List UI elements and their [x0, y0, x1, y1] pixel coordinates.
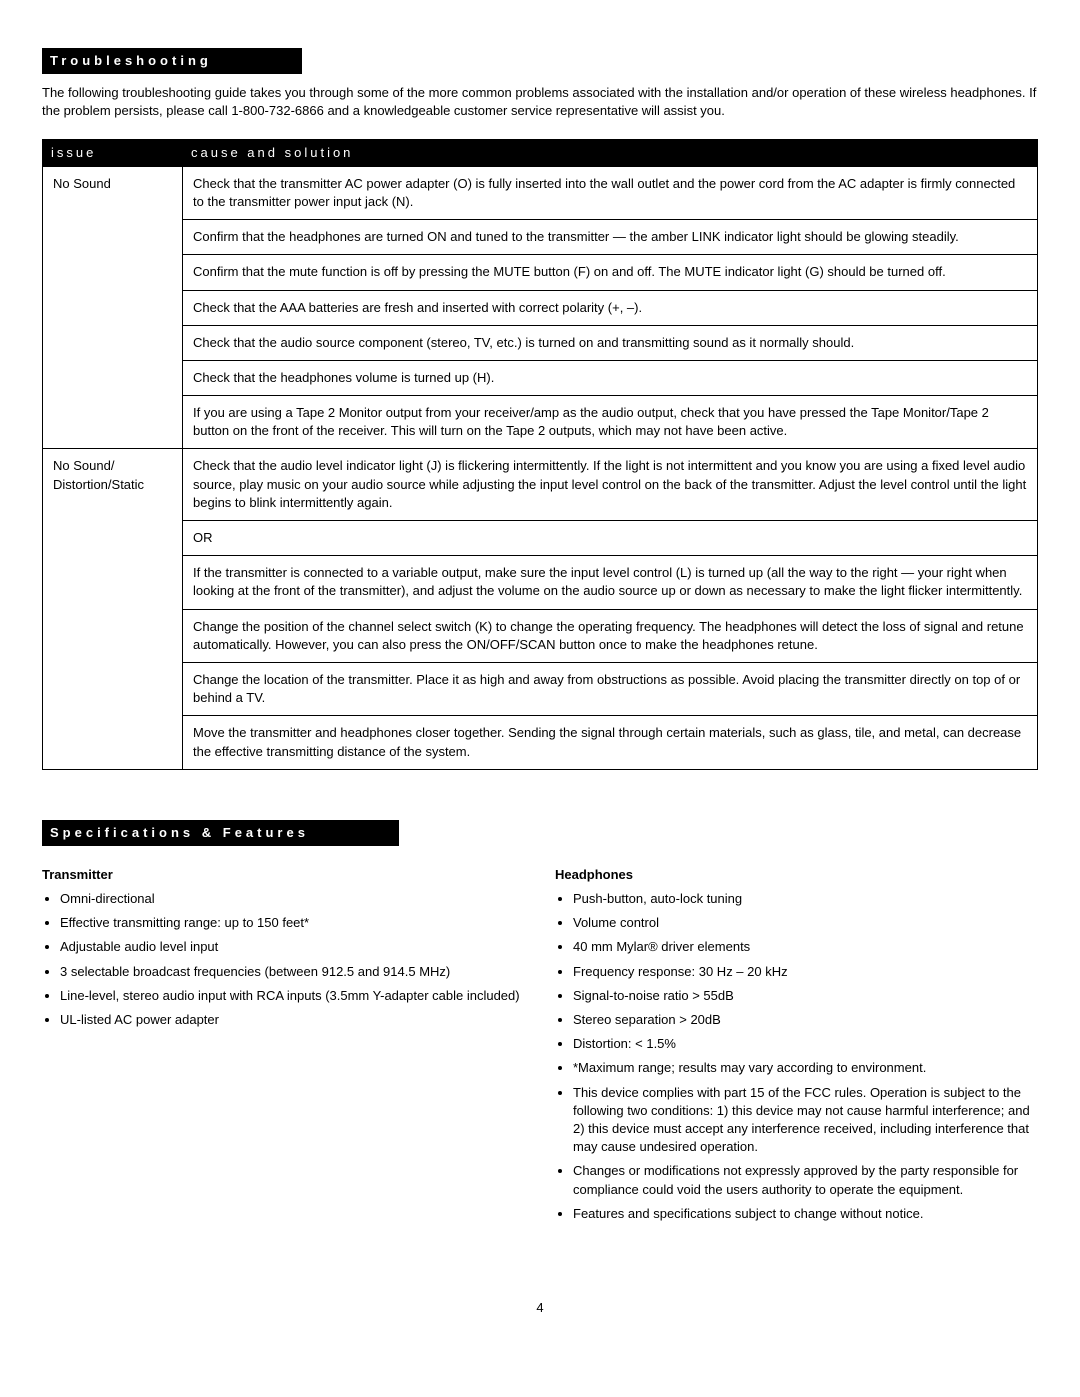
solution-cell: Confirm that the mute function is off by… [183, 255, 1038, 290]
list-item: Push-button, auto-lock tuning [573, 890, 1038, 908]
list-item: Features and specifications subject to c… [573, 1205, 1038, 1223]
solution-cell: Check that the AAA batteries are fresh a… [183, 290, 1038, 325]
list-item: 3 selectable broadcast frequencies (betw… [60, 963, 525, 981]
transmitter-col: Transmitter Omni-directional Effective t… [42, 856, 525, 1229]
list-item: Volume control [573, 914, 1038, 932]
transmitter-list: Omni-directional Effective transmitting … [42, 890, 525, 1029]
list-item: UL-listed AC power adapter [60, 1011, 525, 1029]
solution-cell: If the transmitter is connected to a var… [183, 556, 1038, 609]
col-issue: issue [43, 139, 183, 166]
solution-cell: Check that the audio level indicator lig… [183, 449, 1038, 521]
troubleshooting-intro: The following troubleshooting guide take… [42, 84, 1038, 120]
list-item: Distortion: < 1.5% [573, 1035, 1038, 1053]
troubleshooting-header: Troubleshooting [42, 48, 302, 74]
headphones-col: Headphones Push-button, auto-lock tuning… [555, 856, 1038, 1229]
list-item: Signal-to-noise ratio > 55dB [573, 987, 1038, 1005]
headphones-title: Headphones [555, 866, 1038, 884]
headphones-list: Push-button, auto-lock tuning Volume con… [555, 890, 1038, 1223]
list-item: Frequency response: 30 Hz – 20 kHz [573, 963, 1038, 981]
col-cause: cause and solution [183, 139, 1038, 166]
troubleshooting-table: issue cause and solution No Sound Check … [42, 139, 1038, 770]
solution-cell: Check that the transmitter AC power adap… [183, 166, 1038, 219]
solution-cell: If you are using a Tape 2 Monitor output… [183, 396, 1038, 449]
list-item: Changes or modifications not expressly a… [573, 1162, 1038, 1198]
list-item: Line-level, stereo audio input with RCA … [60, 987, 525, 1005]
list-item: Omni-directional [60, 890, 525, 908]
specs-columns: Transmitter Omni-directional Effective t… [42, 856, 1038, 1229]
page-number: 4 [42, 1299, 1038, 1317]
specs-header: Specifications & Features [42, 820, 399, 846]
solution-cell: Change the location of the transmitter. … [183, 662, 1038, 715]
issue-no-sound: No Sound [43, 166, 183, 449]
list-item: Stereo separation > 20dB [573, 1011, 1038, 1029]
solution-cell: Change the position of the channel selec… [183, 609, 1038, 662]
solution-cell: Confirm that the headphones are turned O… [183, 220, 1038, 255]
list-item: *Maximum range; results may vary accordi… [573, 1059, 1038, 1077]
solution-cell: Check that the headphones volume is turn… [183, 360, 1038, 395]
list-item: Adjustable audio level input [60, 938, 525, 956]
list-item: Effective transmitting range: up to 150 … [60, 914, 525, 932]
or-cell: OR [183, 521, 1038, 556]
solution-cell: Move the transmitter and headphones clos… [183, 716, 1038, 769]
transmitter-title: Transmitter [42, 866, 525, 884]
list-item: 40 mm Mylar® driver elements [573, 938, 1038, 956]
list-item: This device complies with part 15 of the… [573, 1084, 1038, 1157]
issue-distortion: No Sound/ Distortion/Static [43, 449, 183, 769]
solution-cell: Check that the audio source component (s… [183, 325, 1038, 360]
